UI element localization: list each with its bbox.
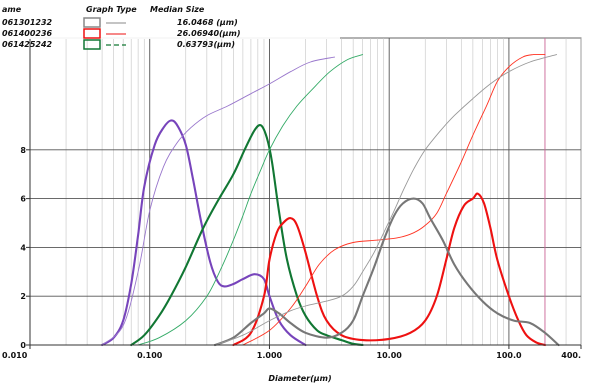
y-tick-label: 0 <box>20 341 26 350</box>
legend-header-graph-type: Graph Type <box>86 5 137 14</box>
cumulative-curve-7 <box>214 54 558 346</box>
legend-entry-name: 061425242 <box>2 40 53 49</box>
legend-entry-name: 061400236 <box>2 29 53 38</box>
x-tick-label: 0.100 <box>137 351 163 360</box>
frequency-curve-4 <box>232 192 547 347</box>
cumulative-curve-5 <box>242 53 546 346</box>
y-tick-label: 4 <box>20 243 26 252</box>
legend-entry-name: 061301232 <box>2 18 53 27</box>
frequency-curve-6 <box>213 197 560 347</box>
x-tick-label: 0.010 <box>2 351 28 360</box>
frequency-curve-0 <box>101 119 307 347</box>
y-tick-label: 6 <box>20 195 26 204</box>
x-tick-label: 400. <box>561 351 581 360</box>
legend-swatch <box>83 39 101 50</box>
x-axis-label: Diameter(μm) <box>268 374 331 383</box>
legend-header-median-size: Median Size <box>150 5 205 14</box>
axes: 0.010 0.100 1.000 10.00 100.0 400. 0 2 4 6 8 <box>2 38 582 360</box>
series-layer <box>101 53 560 347</box>
legend-header-name: ame <box>2 5 22 14</box>
legend-entry-median: 0.63793(μm) <box>177 40 235 49</box>
legend-swatch <box>83 28 101 39</box>
legend-background <box>0 0 340 39</box>
legend-entry-median: 16.0468 (μm) <box>177 18 238 27</box>
legend-entry-median: 26.06940(μm) <box>177 29 241 38</box>
legend-swatch <box>83 17 101 28</box>
y-tick-label: 8 <box>20 146 26 155</box>
x-tick-label: 100.0 <box>496 351 522 360</box>
y-tick-label: 2 <box>20 292 26 301</box>
cumulative-curve-3 <box>137 54 364 346</box>
frequency-curve-2 <box>130 124 364 347</box>
x-tick-label: 10.00 <box>377 351 403 360</box>
x-tick-label: 1.000 <box>257 351 283 360</box>
legend: ame Graph Type Median Size 061301232 16.… <box>2 5 241 50</box>
cumulative-curve-1 <box>101 56 336 346</box>
